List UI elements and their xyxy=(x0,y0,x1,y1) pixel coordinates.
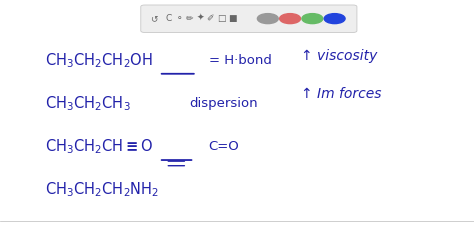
Text: ↑ Im forces: ↑ Im forces xyxy=(301,87,382,101)
Text: ⚬: ⚬ xyxy=(175,14,183,23)
Text: CH$_3$CH$_2$CH$_2$NH$_2$: CH$_3$CH$_2$CH$_2$NH$_2$ xyxy=(45,180,159,199)
Text: ✦: ✦ xyxy=(196,14,204,23)
Text: dispersion: dispersion xyxy=(190,97,258,110)
Text: ↺: ↺ xyxy=(150,14,158,23)
Text: CH$_3$CH$_2$CH$_2$OH: CH$_3$CH$_2$CH$_2$OH xyxy=(45,51,153,69)
Text: CH$_3$CH$_2$CH$_3$: CH$_3$CH$_2$CH$_3$ xyxy=(45,94,131,113)
Text: C=O: C=O xyxy=(209,140,239,153)
Text: C: C xyxy=(165,14,172,23)
Text: □: □ xyxy=(217,14,225,23)
Text: ✐: ✐ xyxy=(207,14,214,23)
Circle shape xyxy=(302,14,323,24)
Circle shape xyxy=(280,14,301,24)
FancyBboxPatch shape xyxy=(141,5,357,32)
Circle shape xyxy=(324,14,345,24)
Text: ■: ■ xyxy=(228,14,237,23)
Text: ↑ viscosity: ↑ viscosity xyxy=(301,49,377,63)
Text: ✏: ✏ xyxy=(186,14,193,23)
Text: = H·bond: = H·bond xyxy=(209,54,272,67)
Text: CH$_3$CH$_2$CH$\mathbf{\equiv}$O: CH$_3$CH$_2$CH$\mathbf{\equiv}$O xyxy=(45,137,154,156)
Circle shape xyxy=(257,14,278,24)
